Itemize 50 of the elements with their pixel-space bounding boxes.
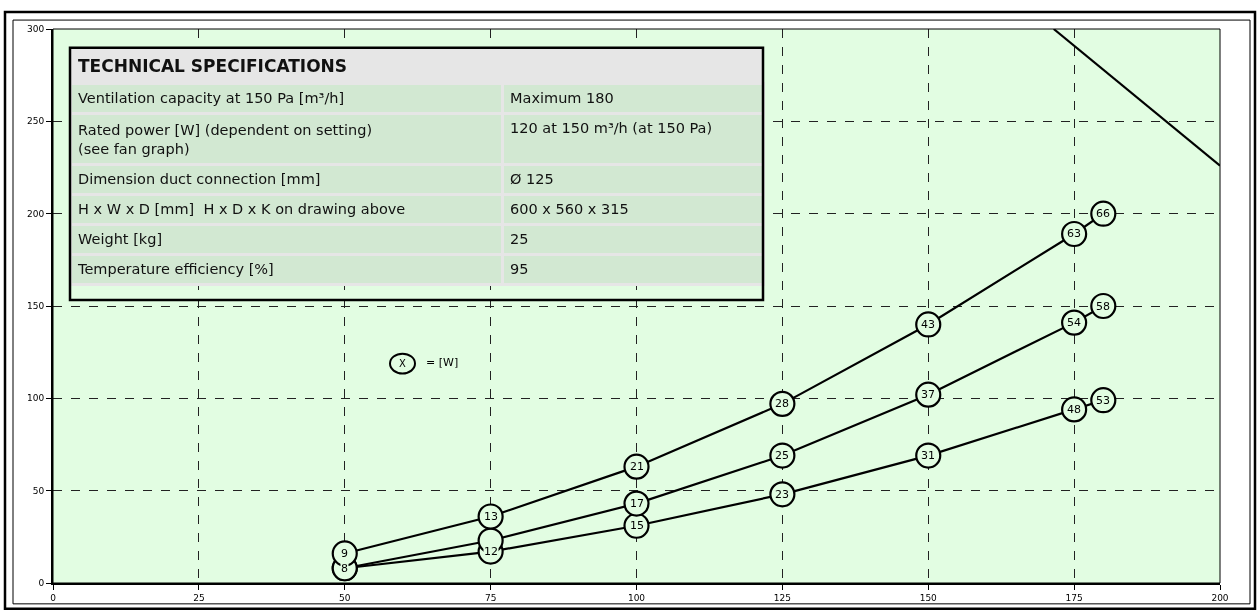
annotation: 120 at 150 m³/h (at 150 Pa) [510, 119, 713, 136]
annotation: 43 [921, 318, 935, 331]
annotation: = [W] [426, 356, 459, 369]
x-tick-label: 175 [1065, 592, 1083, 603]
annotation: 48 [1067, 403, 1081, 416]
annotation: Dimension duct connection [mm] [78, 170, 321, 187]
annotation: 21 [630, 460, 644, 473]
annotation: 8 [341, 562, 348, 575]
x-tick-label: 150 [919, 592, 938, 603]
annotation: 54 [1067, 316, 1081, 329]
annotation: 66 [1096, 207, 1110, 220]
annotation: Maximum 180 [510, 89, 614, 106]
annotation: 9 [341, 547, 348, 560]
annotation: Ventilation capacity at 150 Pa [m³/h] [78, 89, 345, 106]
x-tick-label: 0 [50, 592, 57, 603]
x-tick-label: 200 [1211, 592, 1229, 603]
annotation: 17 [630, 497, 644, 510]
annotation: 31 [921, 449, 935, 462]
annotation: 15 [630, 519, 644, 532]
y-tick-label: 200 [27, 208, 45, 219]
annotation: 58 [1096, 300, 1110, 313]
annotation: H x W x D [mm] H x D x K on drawing above [78, 200, 406, 217]
x-tick-label: 50 [339, 592, 351, 603]
annotation: 25 [775, 449, 789, 462]
y-tick-label: 250 [27, 116, 45, 127]
annotation: 95 [510, 260, 529, 277]
annotation: Temperature efficiency [%] [77, 260, 274, 277]
annotation: 13 [484, 510, 498, 523]
annotation: 53 [1096, 394, 1110, 407]
x-tick-label: 75 [484, 592, 497, 603]
annotation: X [399, 358, 406, 369]
y-tick-label: 150 [27, 301, 45, 312]
annotation: 28 [775, 397, 789, 410]
y-tick-label: 0 [38, 578, 45, 589]
annotation: 23 [775, 488, 789, 501]
x-tick-label: 25 [193, 592, 205, 603]
annotation: 12 [484, 545, 498, 558]
x-tick-label: 100 [627, 592, 646, 603]
annotation: 25 [510, 230, 529, 247]
annotation: 600 x 560 x 315 [510, 200, 629, 217]
annotation: TECHNICAL SPECIFICATIONS [78, 55, 348, 76]
x-tick-label: 125 [773, 592, 791, 603]
annotation: Weight [kg] [78, 230, 163, 247]
annotation: Ø 125 [510, 170, 554, 187]
y-tick-label: 50 [32, 485, 45, 496]
y-tick-label: 300 [27, 24, 45, 35]
annotation: Rated power [W] (dependent on setting) (see fan graph) [78, 121, 373, 157]
annotation: 37 [921, 388, 935, 401]
y-tick-label: 100 [27, 393, 45, 404]
annotation: 63 [1067, 227, 1081, 240]
